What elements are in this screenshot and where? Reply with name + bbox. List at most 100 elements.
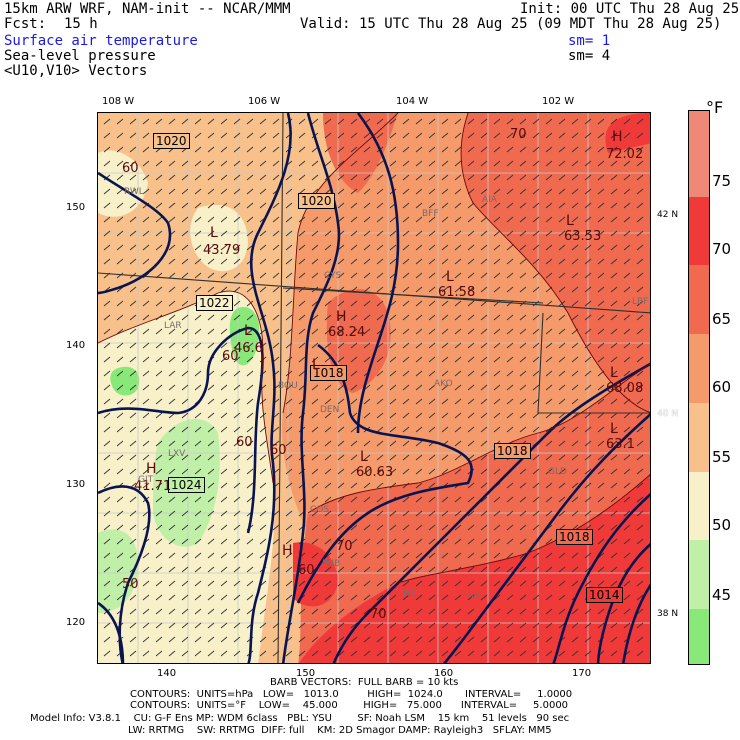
wind-barb	[259, 594, 267, 601]
wind-barb	[155, 356, 163, 363]
legend-swatch-50-55	[689, 471, 709, 541]
wind-barb	[441, 622, 449, 629]
wind-barb	[350, 468, 358, 475]
wind-barb	[363, 650, 371, 657]
wind-barb	[402, 552, 410, 559]
wind-barb	[103, 146, 111, 153]
wind-barb	[467, 412, 475, 419]
wind-barb	[168, 188, 176, 195]
wind-barb	[532, 300, 540, 307]
wind-barb	[142, 286, 150, 293]
wind-barb	[623, 622, 631, 629]
wind-barb	[493, 566, 501, 573]
wind-barb	[649, 277, 650, 278]
wind-barb	[168, 244, 176, 251]
wind-barb	[168, 342, 176, 349]
wind-barb	[467, 314, 475, 321]
wind-barb	[532, 356, 540, 363]
wind-barb	[584, 174, 592, 181]
wind-barb	[324, 468, 332, 475]
wind-barb	[610, 468, 618, 475]
wind-barb	[155, 118, 163, 125]
wind-barb	[311, 300, 319, 307]
wind-barb	[454, 538, 462, 545]
wind-barb	[259, 454, 267, 461]
wind-barb	[233, 160, 241, 167]
wind-barb	[623, 608, 631, 615]
wind-barb	[324, 384, 332, 391]
wind-barb	[415, 510, 423, 517]
wind-barb	[142, 468, 150, 475]
wind-barb	[506, 258, 514, 265]
wind-barb	[116, 300, 124, 307]
wind-barb	[324, 426, 332, 433]
wind-barb	[597, 286, 605, 293]
wind-barb	[363, 496, 371, 503]
wind-barb	[181, 426, 189, 433]
wind-barb	[194, 188, 202, 195]
wind-barb	[272, 202, 280, 209]
wind-barb	[402, 440, 410, 447]
wind-barb	[116, 230, 124, 237]
wind-barb	[532, 566, 540, 573]
wind-barb	[636, 594, 644, 601]
wind-barb	[194, 426, 202, 433]
wind-barb	[298, 132, 306, 139]
wind-barb	[649, 515, 650, 516]
wind-barb	[402, 216, 410, 223]
valid-time: Valid: 15 UTC Thu 28 Aug 25 (09 MDT Thu …	[300, 16, 722, 32]
wind-barb	[103, 216, 111, 223]
wind-barb	[142, 118, 150, 125]
wind-barb	[155, 440, 163, 447]
wind-barb	[441, 244, 449, 251]
wind-barb	[389, 258, 397, 265]
wind-barb	[324, 636, 332, 643]
wind-barb	[194, 622, 202, 629]
high-marker-pueblo: H	[282, 543, 293, 559]
wind-barb	[259, 272, 267, 279]
wind-barb	[467, 482, 475, 489]
footer-barb-info: BARB VECTORS: FULL BARB = 10 kts	[270, 677, 459, 688]
wind-barb	[441, 552, 449, 559]
wind-barb	[207, 524, 215, 531]
wind-barb	[623, 468, 631, 475]
wind-barb	[155, 580, 163, 587]
wind-barb	[155, 468, 163, 475]
grid-x-160: 160	[434, 668, 454, 679]
wind-barb	[610, 384, 618, 391]
wind-barb	[454, 118, 462, 125]
wind-barb	[324, 622, 332, 629]
wind-barb	[415, 468, 423, 475]
wind-barb	[155, 510, 163, 517]
wind-barb	[246, 384, 254, 391]
wind-barb	[389, 552, 397, 559]
wind-barb	[389, 398, 397, 405]
wind-barb	[389, 146, 397, 153]
wind-barb	[454, 272, 462, 279]
wind-barb	[246, 412, 254, 419]
wind-barb	[272, 552, 280, 559]
wind-barb	[311, 230, 319, 237]
wind-barb	[441, 468, 449, 475]
wind-barb	[545, 636, 553, 643]
wind-barb	[363, 300, 371, 307]
wind-barb	[649, 655, 650, 656]
wind-barb	[402, 524, 410, 531]
wind-barb	[649, 417, 650, 418]
lat-label-38n: 38 N	[657, 609, 679, 619]
wind-barb	[272, 132, 280, 139]
wind-barb	[480, 566, 488, 573]
wind-barb	[103, 328, 111, 335]
wind-barb	[428, 510, 436, 517]
wind-barb	[415, 580, 423, 587]
wind-barb	[259, 202, 267, 209]
wind-barb	[532, 468, 540, 475]
wind-barb	[467, 118, 475, 125]
legend-level-50: 50	[712, 516, 732, 534]
wind-barb	[441, 426, 449, 433]
wind-barb	[363, 552, 371, 559]
wind-barb	[467, 496, 475, 503]
wind-barb	[415, 650, 423, 657]
wind-barb	[402, 426, 410, 433]
wind-barb	[493, 552, 501, 559]
